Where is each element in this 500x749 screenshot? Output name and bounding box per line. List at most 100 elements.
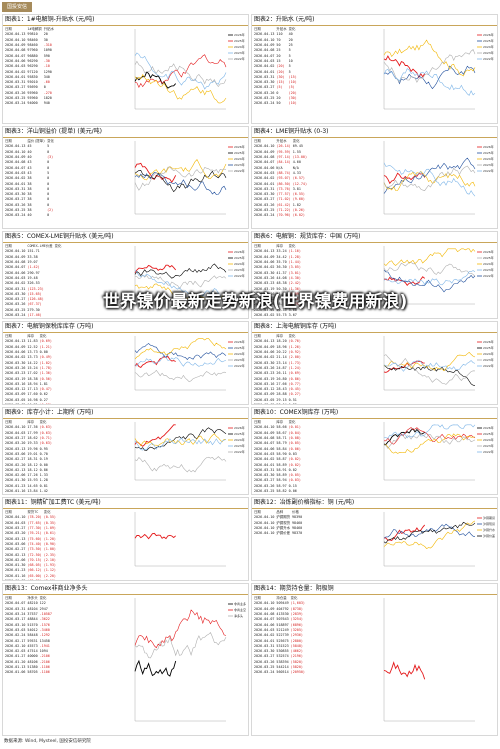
table-row: 2026-03-13 (75.60) (1.20) bbox=[4, 536, 57, 541]
table-cell: (1.42) bbox=[27, 265, 40, 270]
table-row: 2026-03-02 28.64 0.39 bbox=[253, 403, 302, 404]
panel-p6: 图表6：电解铜：规货库存：中国 (万吨) 日期 库存 变化 2026-04-13 33.2… bbox=[251, 231, 498, 319]
table-cell: 2026-04-09 bbox=[5, 155, 26, 160]
legend-label: 2026年 bbox=[483, 339, 494, 344]
table-cell: 40 bbox=[27, 213, 32, 218]
table-cell: 2026-03-24 bbox=[5, 612, 26, 617]
table-row: 2026-02-2652.08 bbox=[253, 318, 302, 319]
table-row: 2026-03-24 50 (10) bbox=[253, 101, 298, 106]
table-cell: 97960 bbox=[27, 48, 38, 53]
table-cell: 2026-04-03 bbox=[254, 627, 275, 632]
table-cell: 40 bbox=[27, 149, 32, 154]
table-cell: -3460 bbox=[39, 627, 50, 632]
table-cell: (3) bbox=[47, 155, 54, 160]
table-cell: (126.48) bbox=[27, 297, 44, 302]
table-cell: 58.66 bbox=[276, 425, 287, 430]
table-cell: 2026-03-19 bbox=[254, 376, 275, 381]
table-row: 2026-03-05 59.35 3.60 bbox=[253, 308, 302, 313]
legend-label: 2023年 bbox=[483, 162, 494, 167]
table-cell: (0.55) bbox=[43, 515, 56, 520]
table-row: 2026-04-01 38 0 bbox=[4, 181, 55, 186]
table-cell: 98460 bbox=[291, 520, 303, 525]
table-cell: 2026-04-02 bbox=[5, 355, 26, 360]
table-cell: 13458 bbox=[39, 638, 50, 643]
table-cell: 2026-04-07 bbox=[5, 165, 26, 170]
table-cell: 19.96 bbox=[27, 446, 38, 451]
table-cell: (97.14) bbox=[276, 155, 291, 160]
table-row: 2026-04-09 40 (3) bbox=[4, 155, 55, 160]
table-row: 2026-03-09 17.60 0.62 bbox=[4, 392, 53, 397]
table-row: 2026-03-30 38 0 bbox=[4, 192, 55, 197]
column-header: 变化 bbox=[292, 139, 300, 144]
table-cell: 36.30 bbox=[276, 265, 287, 270]
table-cell: 2026-04-10 bbox=[5, 249, 26, 254]
panel-title: 图表14：期货持仓量：阴极铜 bbox=[254, 585, 334, 592]
series-line bbox=[134, 424, 176, 447]
column-header: 日期 bbox=[5, 420, 12, 425]
table-cell: (20) bbox=[276, 64, 285, 69]
table-cell: (17.46) bbox=[27, 313, 42, 317]
table-cell: 2026-04-10 bbox=[254, 531, 275, 536]
table-cell: 2026-03-27 bbox=[5, 436, 26, 441]
table-cell: 28.43 bbox=[276, 387, 287, 392]
table-cell: (20) bbox=[276, 69, 285, 74]
legend-label: 2024年 bbox=[234, 44, 245, 49]
column-header: 库存 bbox=[27, 334, 35, 339]
table-row: 2026-03-05 29.15 0.51 bbox=[253, 398, 302, 403]
legend-label: 2024年 bbox=[483, 156, 494, 161]
table-cell: 2026-03-24 bbox=[254, 213, 275, 218]
table-cell: (1.73) bbox=[288, 360, 301, 365]
table-header-row: 日期 现货TC 变化 bbox=[4, 510, 57, 515]
table-cell: (71.22) bbox=[276, 208, 291, 212]
table-cell: 2026-04-06 bbox=[254, 165, 275, 170]
table-cell: 13.73 bbox=[27, 355, 38, 360]
table-cell: 58.56 bbox=[276, 302, 287, 307]
table-cell: 2026-03-25 bbox=[254, 208, 275, 212]
table-row: 2026-03-23 26.11 (0.69) bbox=[253, 371, 302, 376]
table-header-row: 日期 净多头 变化 bbox=[4, 596, 53, 601]
table-row: 2026-04-08 413530 (2839) bbox=[253, 612, 306, 617]
table-cell: 2026-03-26 bbox=[254, 483, 275, 488]
table-row: 2026-03-27 (71.02) (9.60) bbox=[253, 197, 308, 202]
table-row: 2026-04-10 58.66 (0.01) bbox=[253, 425, 302, 430]
column-header: 日期 bbox=[5, 244, 12, 249]
table-cell: 151.71 bbox=[27, 249, 40, 254]
legend-label: 2024年 bbox=[483, 261, 494, 266]
legend-label: 2022年 bbox=[234, 168, 245, 173]
panel-title: 图表9：库存小计：上期所 (万吨) bbox=[5, 409, 94, 416]
legend-label: 2026年 bbox=[483, 144, 494, 149]
table-cell: 2026-01-09 bbox=[5, 579, 26, 581]
column-header: 日期 bbox=[5, 139, 12, 144]
title-divider bbox=[252, 594, 497, 595]
table-cell: -1576 bbox=[39, 622, 50, 627]
table-cell: 2026-02-13 bbox=[5, 467, 26, 472]
table-row: 2026-01-20 48106 -2106 bbox=[4, 660, 53, 665]
panel-title: 图表12：冶炼副价格指标：铜 (元/吨) bbox=[254, 499, 355, 506]
table-cell: 50 bbox=[276, 101, 281, 106]
table-cell: (5820) bbox=[290, 665, 303, 669]
table-cell: 2026-03-27 bbox=[254, 85, 275, 90]
table-cell: 2026-03-26 bbox=[5, 90, 26, 95]
table-cell: 58.94 bbox=[276, 478, 287, 483]
series-line bbox=[134, 456, 227, 473]
table-cell: 2026-04-08 bbox=[254, 48, 275, 53]
table-row: 2026-03-12 28.43 (0.45) bbox=[253, 387, 302, 392]
legend-label: 2024年 bbox=[234, 156, 245, 161]
table-row: 2026-03-16 18.94 1.81 bbox=[4, 382, 53, 387]
table-cell: 96290 bbox=[27, 58, 38, 63]
table-cell: 0.00 bbox=[39, 350, 48, 355]
series-line bbox=[134, 166, 227, 191]
table-cell: 95960 bbox=[27, 96, 38, 100]
table-cell: 2026-03-19 bbox=[5, 376, 26, 381]
table-cell: 1.14 bbox=[39, 494, 53, 495]
table-header-row: 日期 库存 变化 bbox=[253, 244, 302, 249]
table-cell: (9.60) bbox=[292, 197, 305, 202]
chart-axis bbox=[383, 422, 475, 481]
table-row: 2026-02-20 18.12 0.00 bbox=[4, 462, 53, 467]
column-header: 日期 bbox=[254, 27, 261, 32]
table-row: 2026-04-09 12.52 (1.21) bbox=[4, 345, 53, 350]
table-cell: (1.12) bbox=[43, 568, 56, 573]
data-table: 日期 1#电解铜 升贴水 2026-04-13 99810 20 2026-04-10 984… bbox=[4, 27, 55, 106]
table-cell: 413530 bbox=[276, 612, 289, 617]
